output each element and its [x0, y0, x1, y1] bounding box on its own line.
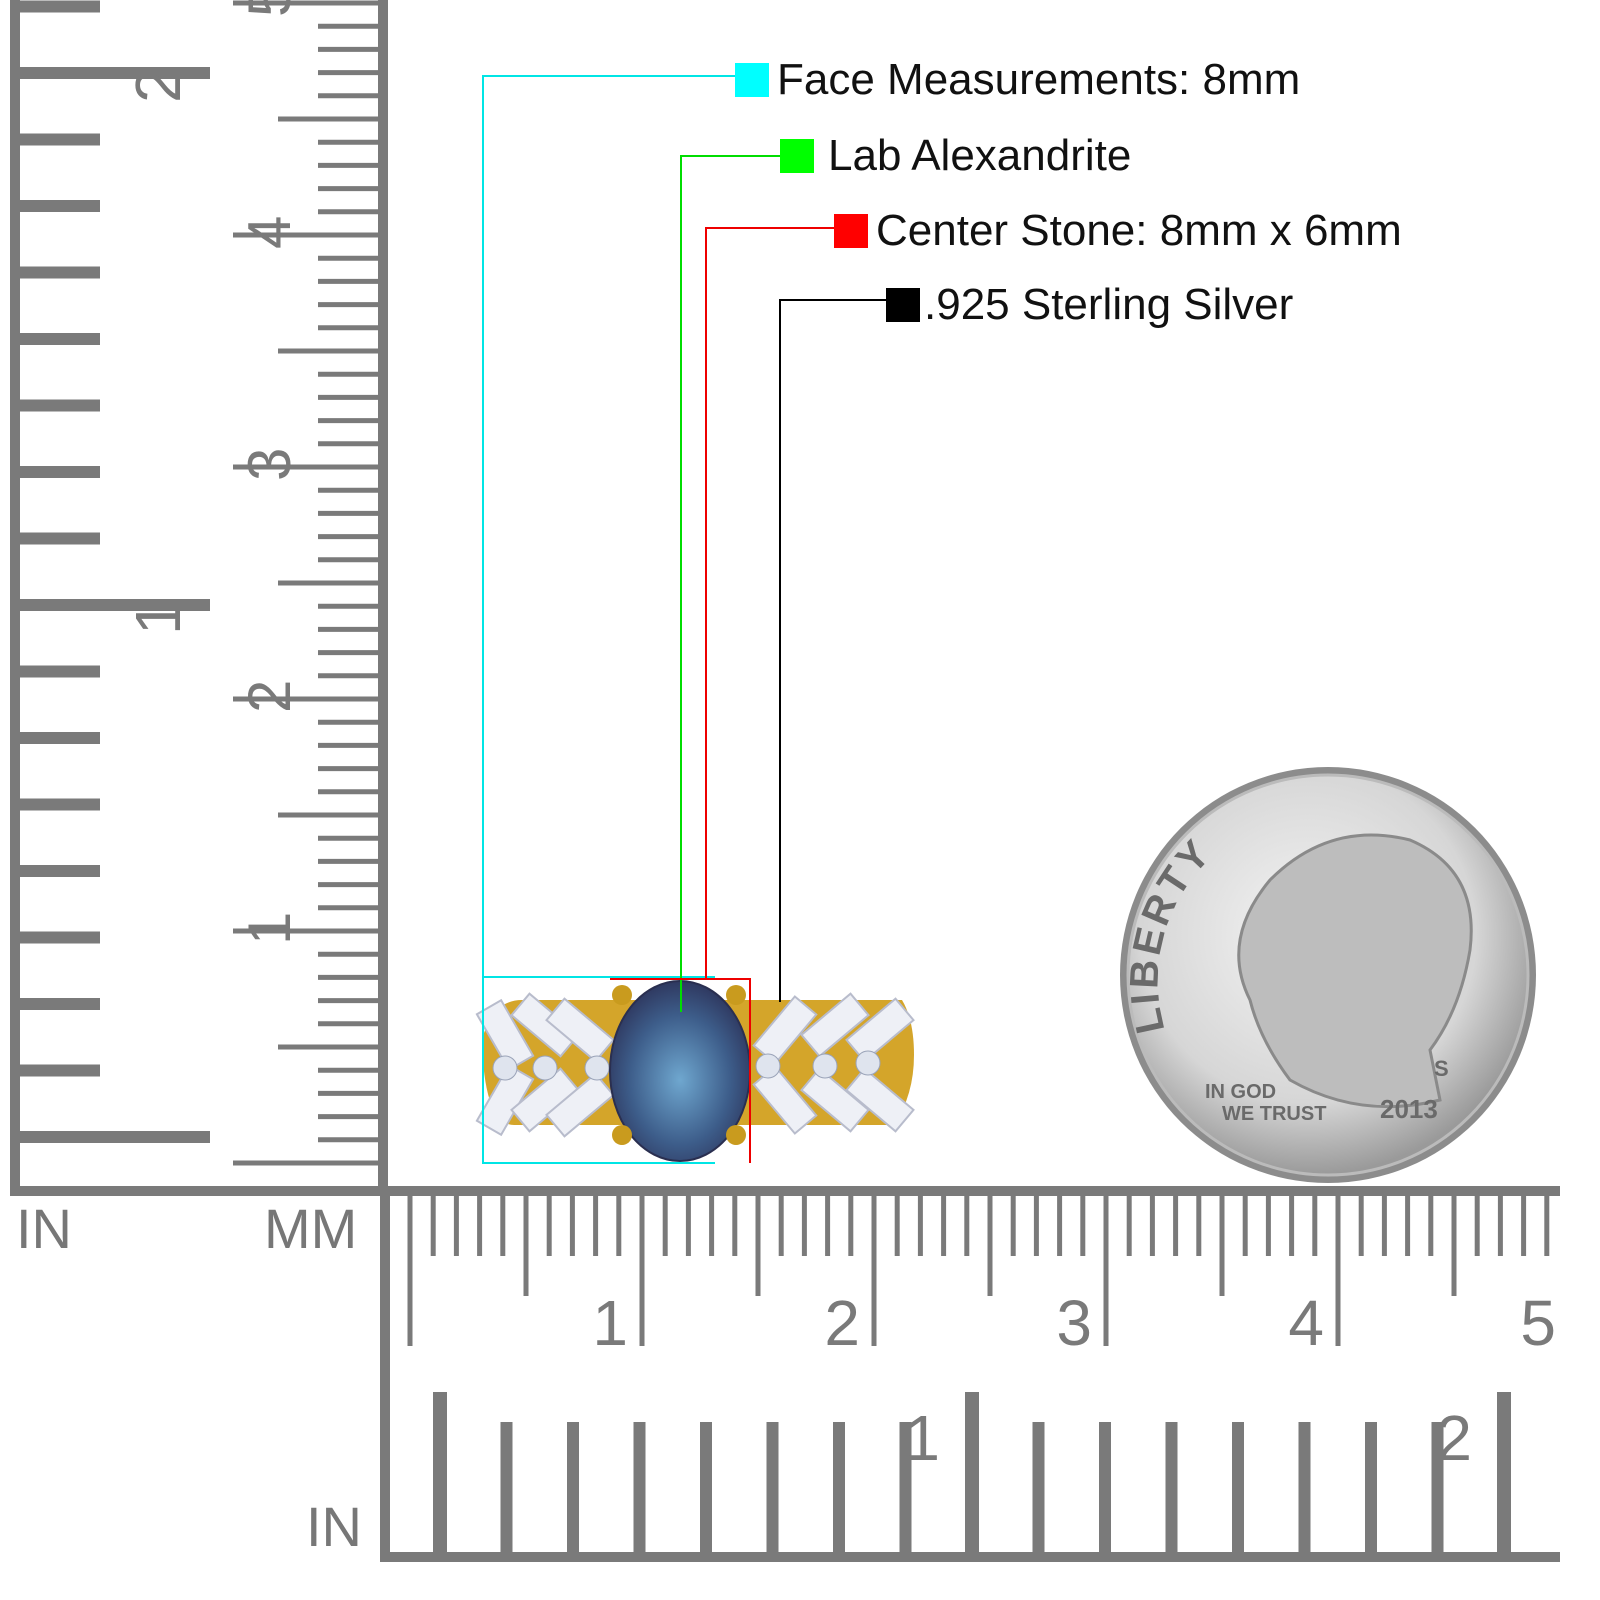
ruler-edge	[378, 0, 388, 1195]
coin-year: 2013	[1380, 1094, 1438, 1124]
cm-tick-label-vertical: 5	[236, 0, 303, 17]
round-accent-stone	[532, 1055, 558, 1081]
round-accent-stone	[584, 1055, 610, 1081]
inch-tick-label-vertical: 1	[122, 599, 194, 635]
baguette-stones	[475, 992, 915, 1138]
legend-label: Lab Alexandrite	[828, 131, 1132, 180]
cm-tick-label: 4	[1288, 1287, 1324, 1359]
round-accent-stone	[855, 1050, 881, 1076]
legend-label: Center Stone: 8mm x 6mm	[876, 206, 1402, 255]
portrait	[1237, 833, 1473, 1109]
cm-tick-label-vertical: 4	[236, 216, 303, 249]
baguette-stone	[800, 992, 870, 1058]
baguette-stone	[545, 997, 615, 1063]
baguette-stone	[545, 1072, 615, 1138]
inch-tick-label: 1	[904, 1402, 940, 1474]
cm-tick-label-vertical: 2	[236, 680, 303, 713]
red-swatch	[834, 214, 868, 248]
legend-label: Face Measurements: 8mm	[777, 55, 1301, 104]
callout-lines	[482, 75, 886, 1164]
legend-label: .925 Sterling Silver	[924, 280, 1294, 329]
inch-label-left: IN	[16, 1197, 72, 1260]
coin-motto-2: WE TRUST	[1222, 1103, 1326, 1125]
black-swatch	[886, 288, 920, 322]
cyan-swatch	[735, 63, 769, 97]
baguette-stone	[475, 998, 535, 1072]
cm-tick-label: 5	[1520, 1287, 1556, 1359]
round-accent-stone	[492, 1055, 518, 1081]
legend-sterling-silver: .925 Sterling Silver	[886, 280, 1293, 330]
legend-center-stone: Center Stone: 8mm x 6mm	[834, 206, 1402, 256]
green-swatch	[780, 139, 814, 173]
round-accent-stone	[755, 1053, 781, 1079]
inch-label-bottom: IN	[306, 1495, 362, 1558]
cm-tick-label: 2	[824, 1287, 860, 1359]
cm-tick-label-vertical: 3	[236, 448, 303, 481]
coin-motto-1: IN GOD	[1205, 1081, 1276, 1103]
ruler-edge	[10, 1186, 1560, 1196]
inch-tick-label: 2	[1436, 1402, 1472, 1474]
cm-tick-label-vertical: 1	[236, 912, 303, 945]
inch-tick-label-vertical: 2	[122, 67, 194, 103]
ring-image	[475, 980, 915, 1162]
baguette-stone	[845, 1067, 915, 1133]
ruler-edge	[380, 1552, 1560, 1562]
ruler-edge	[380, 1190, 390, 1560]
mm-label: MM	[264, 1197, 358, 1260]
baguette-stone	[800, 1067, 870, 1133]
cm-tick-label: 1	[592, 1287, 628, 1359]
dime-coin: LIBERTY IN GOD WE TRUST 2013 S	[1120, 767, 1536, 1183]
coin-mint-mark: S	[1434, 1056, 1449, 1081]
cm-tick-label: 3	[1056, 1287, 1092, 1359]
ruler-edge	[10, 0, 20, 1195]
baguette-stone	[845, 997, 915, 1063]
legend-lab-alexandrite: Lab Alexandrite	[780, 131, 1131, 181]
legend-face-measurements: Face Measurements: 8mm	[735, 55, 1300, 105]
round-accent-stone	[812, 1053, 838, 1079]
